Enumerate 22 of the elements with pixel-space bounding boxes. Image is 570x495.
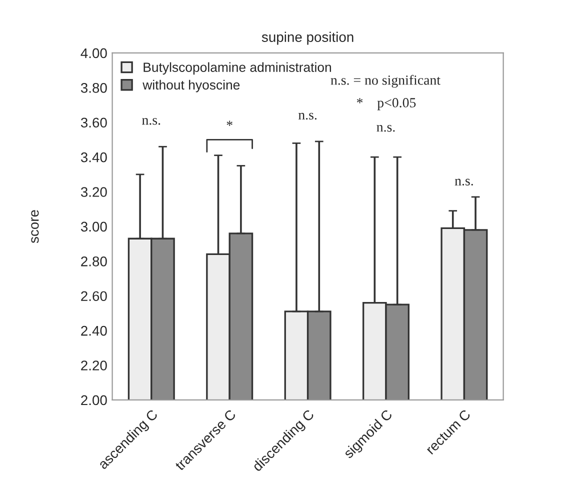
annotation: n.s. bbox=[376, 125, 395, 132]
annotation: n.s. bbox=[454, 178, 473, 186]
y-tick-label: 3.00 bbox=[80, 222, 107, 232]
y-tick-label: 2.00 bbox=[81, 395, 107, 406]
annotation: n.s. bbox=[142, 118, 160, 125]
annotation: n.s. bbox=[298, 112, 317, 120]
y-tick-label: 3.80 bbox=[80, 83, 107, 93]
y-tick-label: 3.20 bbox=[80, 187, 107, 197]
y-tick-label: 2.40 bbox=[81, 326, 107, 336]
y-tick-label: 2.20 bbox=[81, 360, 107, 370]
legend-label: without hyoscine bbox=[142, 80, 240, 92]
annotation: n.s. = no significant bbox=[330, 74, 440, 88]
y-tick-label: 2.80 bbox=[81, 256, 107, 266]
annotation: * bbox=[226, 120, 232, 126]
annotation: * p<0.05 bbox=[356, 98, 416, 110]
legend-label: Butylscopolamine administration bbox=[144, 62, 331, 75]
y-tick-label: 3.40 bbox=[80, 152, 107, 162]
y-tick-label: 4.00 bbox=[80, 48, 107, 58]
y-tick-label: 3.60 bbox=[80, 118, 107, 128]
y-tick-label: 2.60 bbox=[81, 291, 107, 302]
y-axis-title: score bbox=[31, 210, 39, 244]
chart-title: supine position bbox=[262, 32, 354, 45]
